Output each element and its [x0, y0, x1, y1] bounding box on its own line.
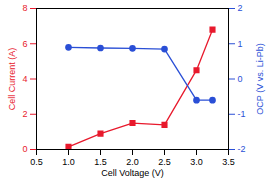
svg-text:1: 1: [238, 39, 243, 49]
svg-text:2: 2: [22, 109, 27, 119]
svg-text:0: 0: [238, 74, 243, 84]
svg-text:0: 0: [22, 144, 27, 154]
svg-text:2: 2: [238, 3, 243, 13]
svg-text:-2: -2: [238, 144, 246, 154]
svg-text:3.0: 3.0: [190, 157, 203, 167]
svg-text:Cell Voltage (V): Cell Voltage (V): [101, 168, 164, 178]
svg-text:3.5: 3.5: [222, 157, 235, 167]
svg-text:6: 6: [22, 39, 27, 49]
svg-text:OCP (V vs. Li-Pb): OCP (V vs. Li-Pb): [255, 43, 265, 114]
svg-text:2.0: 2.0: [126, 157, 139, 167]
svg-text:0.5: 0.5: [30, 157, 43, 167]
svg-text:Cell Current (A): Cell Current (A): [7, 48, 17, 111]
svg-text:8: 8: [22, 3, 27, 13]
svg-text:-1: -1: [238, 109, 246, 119]
svg-text:1.0: 1.0: [62, 157, 75, 167]
svg-text:2.5: 2.5: [158, 157, 171, 167]
svg-text:4: 4: [22, 74, 27, 84]
svg-text:1.5: 1.5: [94, 157, 107, 167]
